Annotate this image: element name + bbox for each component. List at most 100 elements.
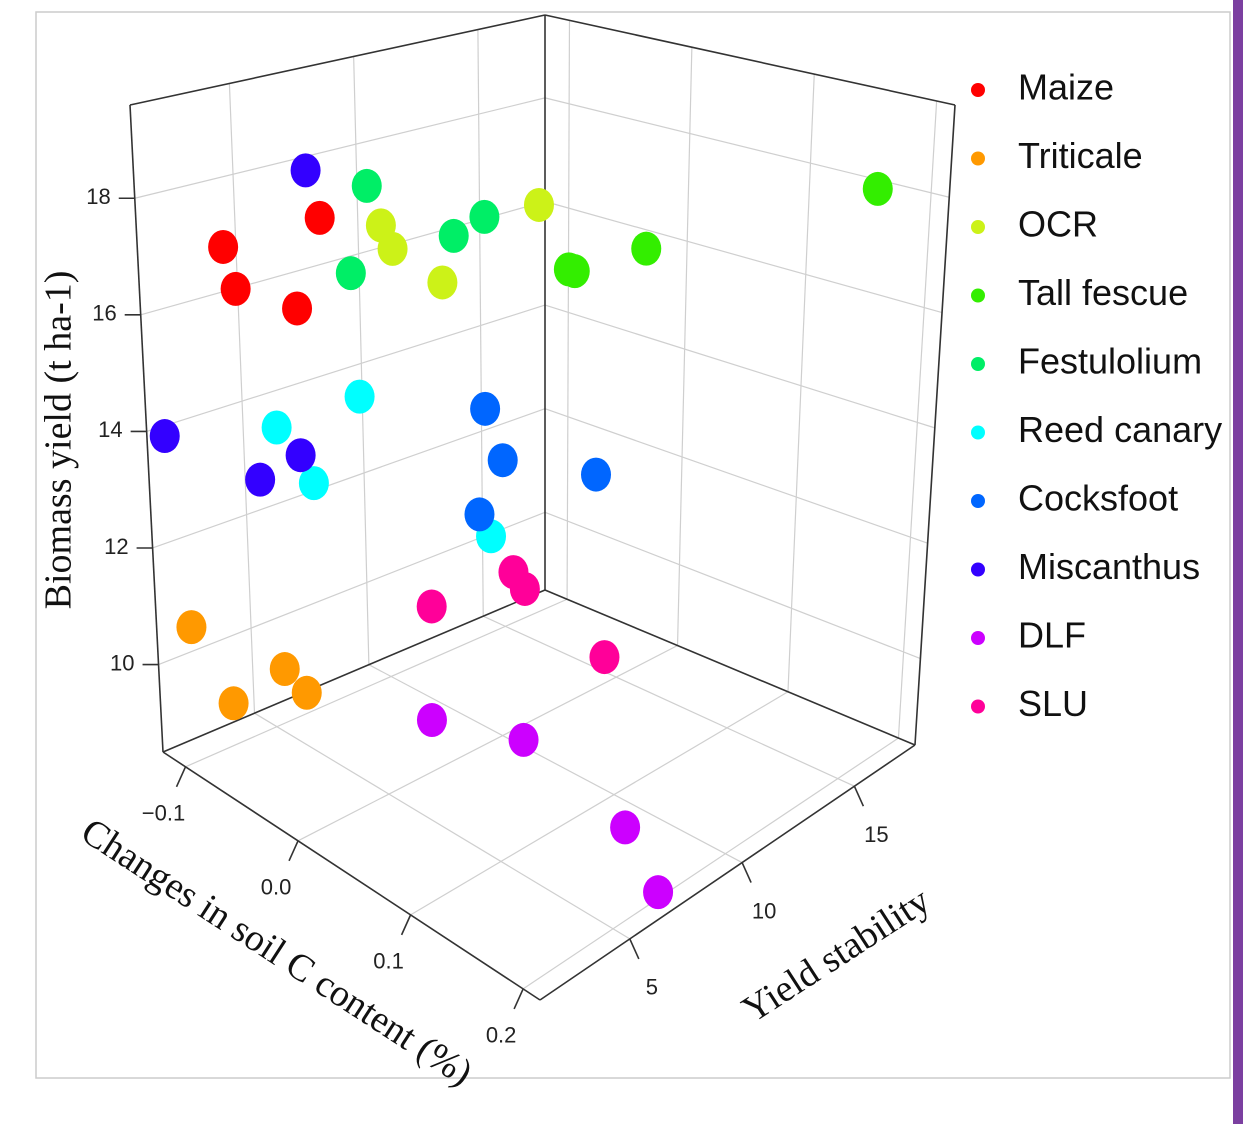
point: [610, 810, 641, 845]
grid-line: [522, 737, 899, 990]
y-tick-label: 15: [864, 822, 888, 847]
point: [245, 462, 276, 497]
grid-line: [185, 598, 568, 768]
point: [464, 497, 495, 532]
legend-label: Miscanthus: [1018, 546, 1200, 587]
grid-line: [152, 408, 546, 549]
y-tick: [853, 785, 865, 807]
point: [269, 652, 300, 687]
point: [469, 199, 500, 234]
z-tick-label: 14: [98, 417, 122, 442]
point: [176, 610, 207, 645]
point: [149, 419, 180, 454]
box-edge: [129, 104, 164, 753]
point: [509, 571, 540, 606]
grid-line: [353, 56, 370, 665]
legend-marker: [971, 562, 985, 577]
legend-label: Tall fescue: [1018, 272, 1188, 313]
z-tick-label: 18: [86, 184, 110, 209]
grid-line: [544, 408, 928, 544]
plot-frame: [35, 11, 1231, 1079]
z-tick-label: 12: [104, 534, 128, 559]
point: [344, 379, 375, 414]
legend-label: Reed canary: [1018, 409, 1222, 450]
z-axis-label: Biomass yield (t ha-1): [38, 271, 80, 610]
legend-label: SLU: [1018, 683, 1088, 724]
point: [298, 466, 329, 501]
point: [291, 675, 322, 710]
y-tick-label: 10: [752, 898, 776, 923]
point: [427, 265, 458, 300]
point: [523, 187, 554, 222]
box-edge: [544, 14, 956, 106]
box: −0.1 0.0 0.1 0.2 5 10 15 10 12 14 16 18: [86, 14, 956, 1048]
point: [416, 589, 447, 624]
z-tick-label: 16: [92, 301, 116, 326]
grid-line: [228, 83, 256, 714]
x-tick-label: 0.2: [486, 1023, 517, 1048]
grid-line: [410, 691, 789, 916]
legend-marker: [971, 220, 985, 234]
legend-marker: [971, 425, 985, 440]
grid-line: [134, 97, 546, 199]
point: [438, 218, 469, 253]
box-edge: [162, 751, 541, 1001]
grid-line: [368, 664, 743, 864]
point: [631, 231, 662, 266]
legend-label: DLF: [1018, 615, 1086, 656]
point: [581, 457, 612, 492]
box-edge: [162, 589, 546, 753]
side-bar: [1233, 0, 1243, 1124]
legend-label: Festulolium: [1018, 341, 1202, 382]
grid-line: [146, 304, 546, 432]
x-tick: [513, 988, 524, 1010]
point: [643, 875, 674, 910]
point: [589, 640, 620, 675]
x-tick: [175, 766, 187, 788]
point: [487, 443, 518, 478]
grid-line: [297, 644, 678, 842]
point: [862, 171, 893, 206]
point: [335, 256, 366, 291]
x-tick: [400, 914, 412, 936]
x-tick: [288, 840, 299, 862]
y-tick-label: 5: [646, 975, 658, 1000]
grid-line: [897, 100, 938, 739]
y-tick: [741, 862, 752, 883]
legend-marker: [971, 151, 985, 166]
grid-line: [544, 200, 943, 314]
point: [285, 438, 316, 473]
box-edge: [539, 744, 916, 1001]
point: [416, 703, 447, 738]
grid-line: [787, 74, 815, 692]
box-edge: [544, 589, 916, 746]
grid-line: [676, 47, 693, 646]
grid-line: [482, 615, 855, 787]
x-tick-label: 0.1: [373, 949, 404, 974]
legend-marker: [971, 288, 985, 303]
point: [508, 722, 539, 757]
legend-marker: [971, 357, 985, 371]
point: [351, 168, 382, 203]
point: [304, 200, 335, 235]
point: [220, 271, 251, 306]
point: [470, 391, 501, 426]
legend-marker: [971, 494, 985, 508]
point: [208, 229, 239, 264]
x-tick-label: −0.1: [142, 801, 185, 826]
point: [559, 254, 590, 289]
grid-line: [544, 511, 921, 660]
y-tick: [629, 938, 640, 960]
legend-label: OCR: [1018, 204, 1098, 245]
point: [261, 410, 292, 445]
point: [218, 686, 249, 721]
grid-line: [254, 712, 631, 940]
legend-marker: [971, 699, 985, 714]
z-tick-label: 10: [110, 650, 134, 675]
grid-line: [544, 304, 936, 429]
box-edge: [914, 104, 956, 746]
legend-label: Cocksfoot: [1018, 478, 1178, 519]
grid-line: [566, 20, 571, 600]
point: [290, 153, 321, 188]
